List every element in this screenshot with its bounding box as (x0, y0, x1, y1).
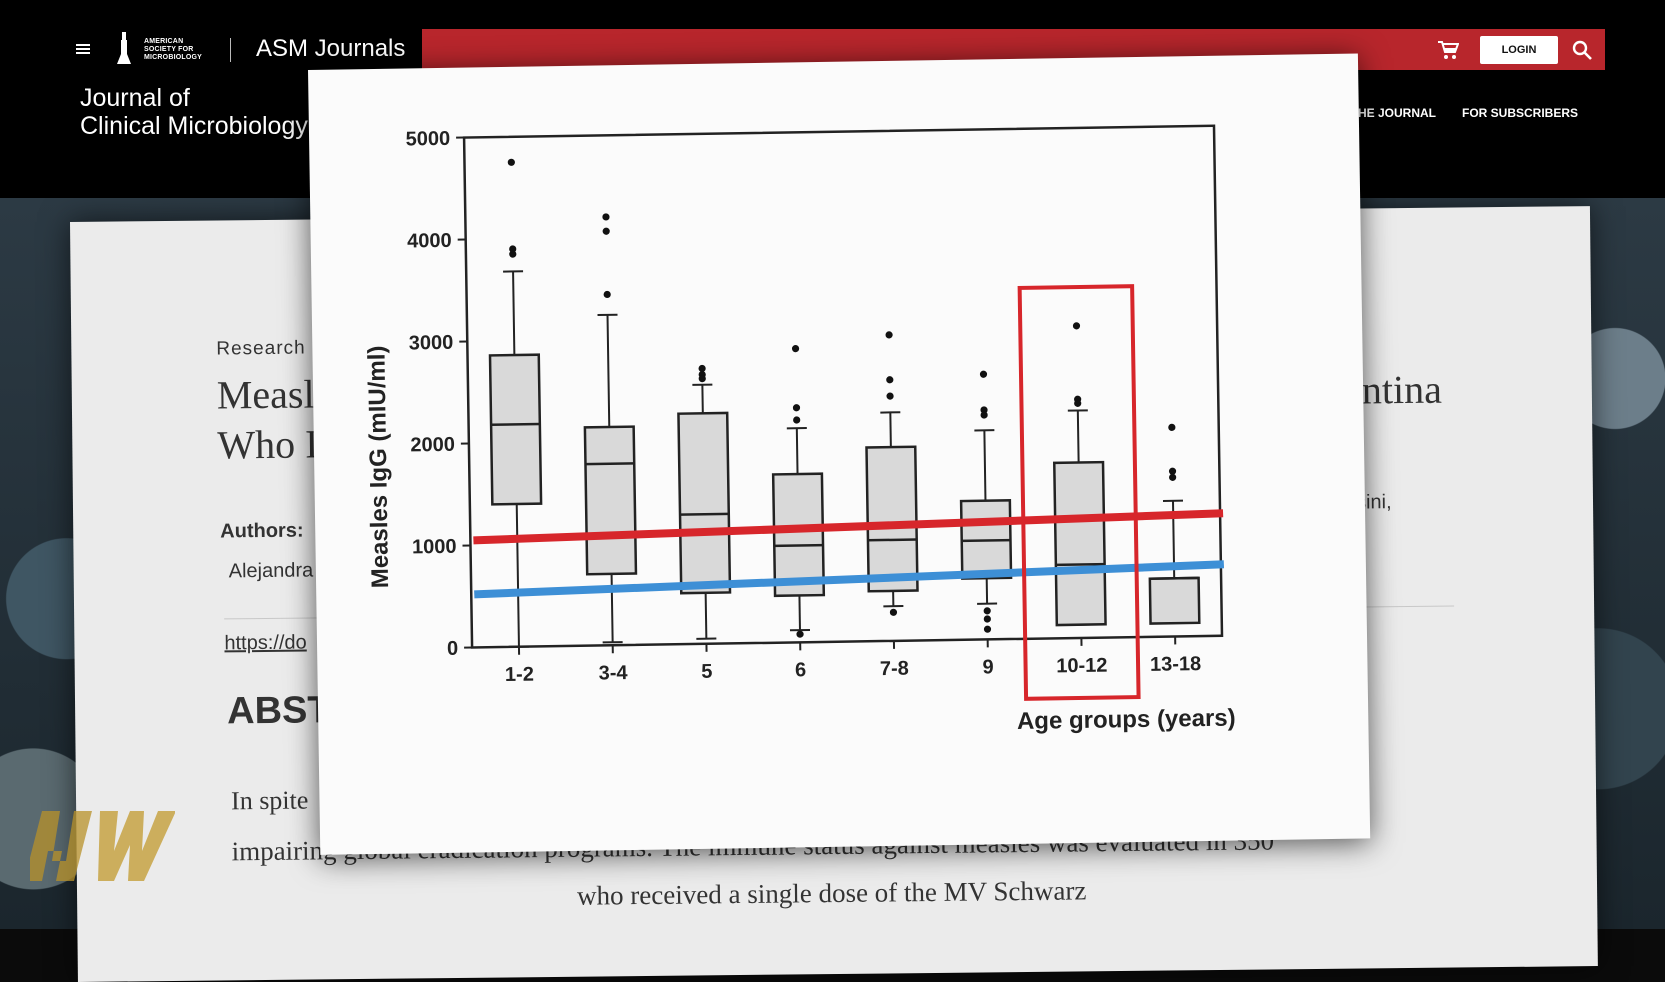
outlier-point (796, 631, 803, 638)
y-tick-label: 4000 (407, 230, 452, 253)
whisker-lower (799, 595, 800, 630)
whisker-lower (517, 504, 519, 647)
whisker-upper (797, 428, 798, 474)
outlier-point (885, 331, 892, 338)
x-tick-label: 5 (701, 661, 712, 683)
outlier-point (508, 159, 515, 166)
whisker-upper (513, 271, 514, 355)
whisker-upper (1078, 410, 1079, 462)
outlier-point (890, 609, 897, 616)
y-tick-label: 0 (447, 638, 458, 660)
box-3-4 (582, 213, 637, 643)
outlier-point (984, 615, 991, 622)
outlier-point (793, 404, 800, 411)
box-9 (959, 370, 1012, 633)
box-iqr (866, 447, 917, 592)
box-median (774, 545, 823, 546)
box-median (585, 463, 634, 464)
x-tick-label: 13-18 (1150, 653, 1201, 676)
outlier-point (886, 392, 893, 399)
article-title-fragment: ntina (1362, 366, 1442, 414)
article-title-line2: Who I (217, 419, 319, 470)
abstract-text-start: In spite (231, 786, 309, 817)
login-button[interactable]: LOGIN (1480, 36, 1558, 64)
hamburger-menu-icon[interactable] (76, 44, 90, 54)
x-tick-label: 10-12 (1056, 655, 1107, 678)
outlier-point (886, 376, 893, 383)
box-6 (771, 345, 824, 639)
article-title-line1: Measl (217, 369, 319, 420)
y-tick-label: 3000 (409, 332, 454, 355)
nav-for-subscribers[interactable]: FOR SUBSCRIBERS (1462, 106, 1578, 120)
box-13-18 (1147, 423, 1199, 623)
abstract-heading: ABST (227, 689, 331, 733)
author-link[interactable]: Alejandra (229, 559, 314, 583)
box-median (680, 514, 729, 515)
outlier-point (792, 345, 799, 352)
box-10-12 (1052, 322, 1105, 625)
article-section-label: Research (216, 338, 306, 361)
x-axis-title: Age groups (years) (1017, 705, 1236, 735)
y-tick-label: 2000 (410, 434, 455, 457)
box-1-2 (487, 158, 543, 647)
y-tick-label: 1000 (412, 536, 457, 559)
x-tick-label: 7-8 (880, 658, 909, 680)
outlier-point (1169, 474, 1176, 481)
whisker-upper (608, 315, 610, 427)
microscope-icon (116, 32, 132, 66)
boxplot-chart: 0 1000 2000 3000 4000 5000 1-2 3-4 5 6 7-8 9 10-12 1… (308, 54, 1370, 855)
y-axis-title: Measles IgG (mIU/ml) (363, 345, 394, 588)
box-iqr (1150, 578, 1199, 624)
x-tick-label: 6 (795, 659, 806, 681)
box-iqr (490, 355, 541, 505)
outlier-point (1073, 322, 1080, 329)
outlier-point (1168, 424, 1175, 431)
outlier-point (603, 228, 610, 235)
x-tick-label: 3-4 (599, 662, 629, 684)
outlier-point (980, 371, 987, 378)
box-iqr (1054, 462, 1105, 625)
box-iqr (678, 413, 730, 593)
doi-link[interactable]: https://do (224, 632, 307, 656)
chart-card: 0 1000 2000 3000 4000 5000 1-2 3-4 5 6 7-8 9 10-12 1… (308, 54, 1370, 855)
outlier-point (604, 291, 611, 298)
x-tick-label: 9 (982, 656, 993, 678)
article-title: Measl Who I (217, 369, 319, 470)
search-icon[interactable] (1571, 39, 1593, 61)
box-median (1056, 564, 1105, 565)
box-iqr (585, 427, 636, 575)
box-median (868, 540, 917, 541)
asm-logo[interactable]: AMERICAN SOCIETY FOR MICROBIOLOGY (114, 30, 210, 70)
box-median (962, 540, 1011, 541)
brand-name[interactable]: ASM Journals (256, 35, 405, 63)
society-name: AMERICAN SOCIETY FOR MICROBIOLOGY (144, 38, 202, 62)
whisker-upper (984, 430, 985, 500)
y-tick-label: 5000 (405, 128, 450, 151)
whisker-lower (612, 574, 613, 642)
whisker-upper (890, 412, 891, 447)
abstract-text-line2: who received a single dose of the MV Sch… (577, 875, 1087, 911)
cart-icon[interactable] (1437, 40, 1459, 60)
box-median (491, 424, 540, 425)
outlier-point (984, 626, 991, 633)
x-tick-label: 1-2 (505, 664, 534, 686)
box-5 (678, 364, 731, 639)
header-divider (230, 38, 231, 62)
authors-label: Authors: (220, 520, 304, 544)
watermark-logo-icon (30, 805, 175, 885)
journal-title[interactable]: Journal of Clinical Microbiology (80, 84, 308, 140)
box-median (1150, 578, 1199, 579)
outlier-point (984, 607, 991, 614)
outlier-point (602, 213, 609, 220)
whisker-lower (706, 593, 707, 639)
outlier-point (793, 416, 800, 423)
